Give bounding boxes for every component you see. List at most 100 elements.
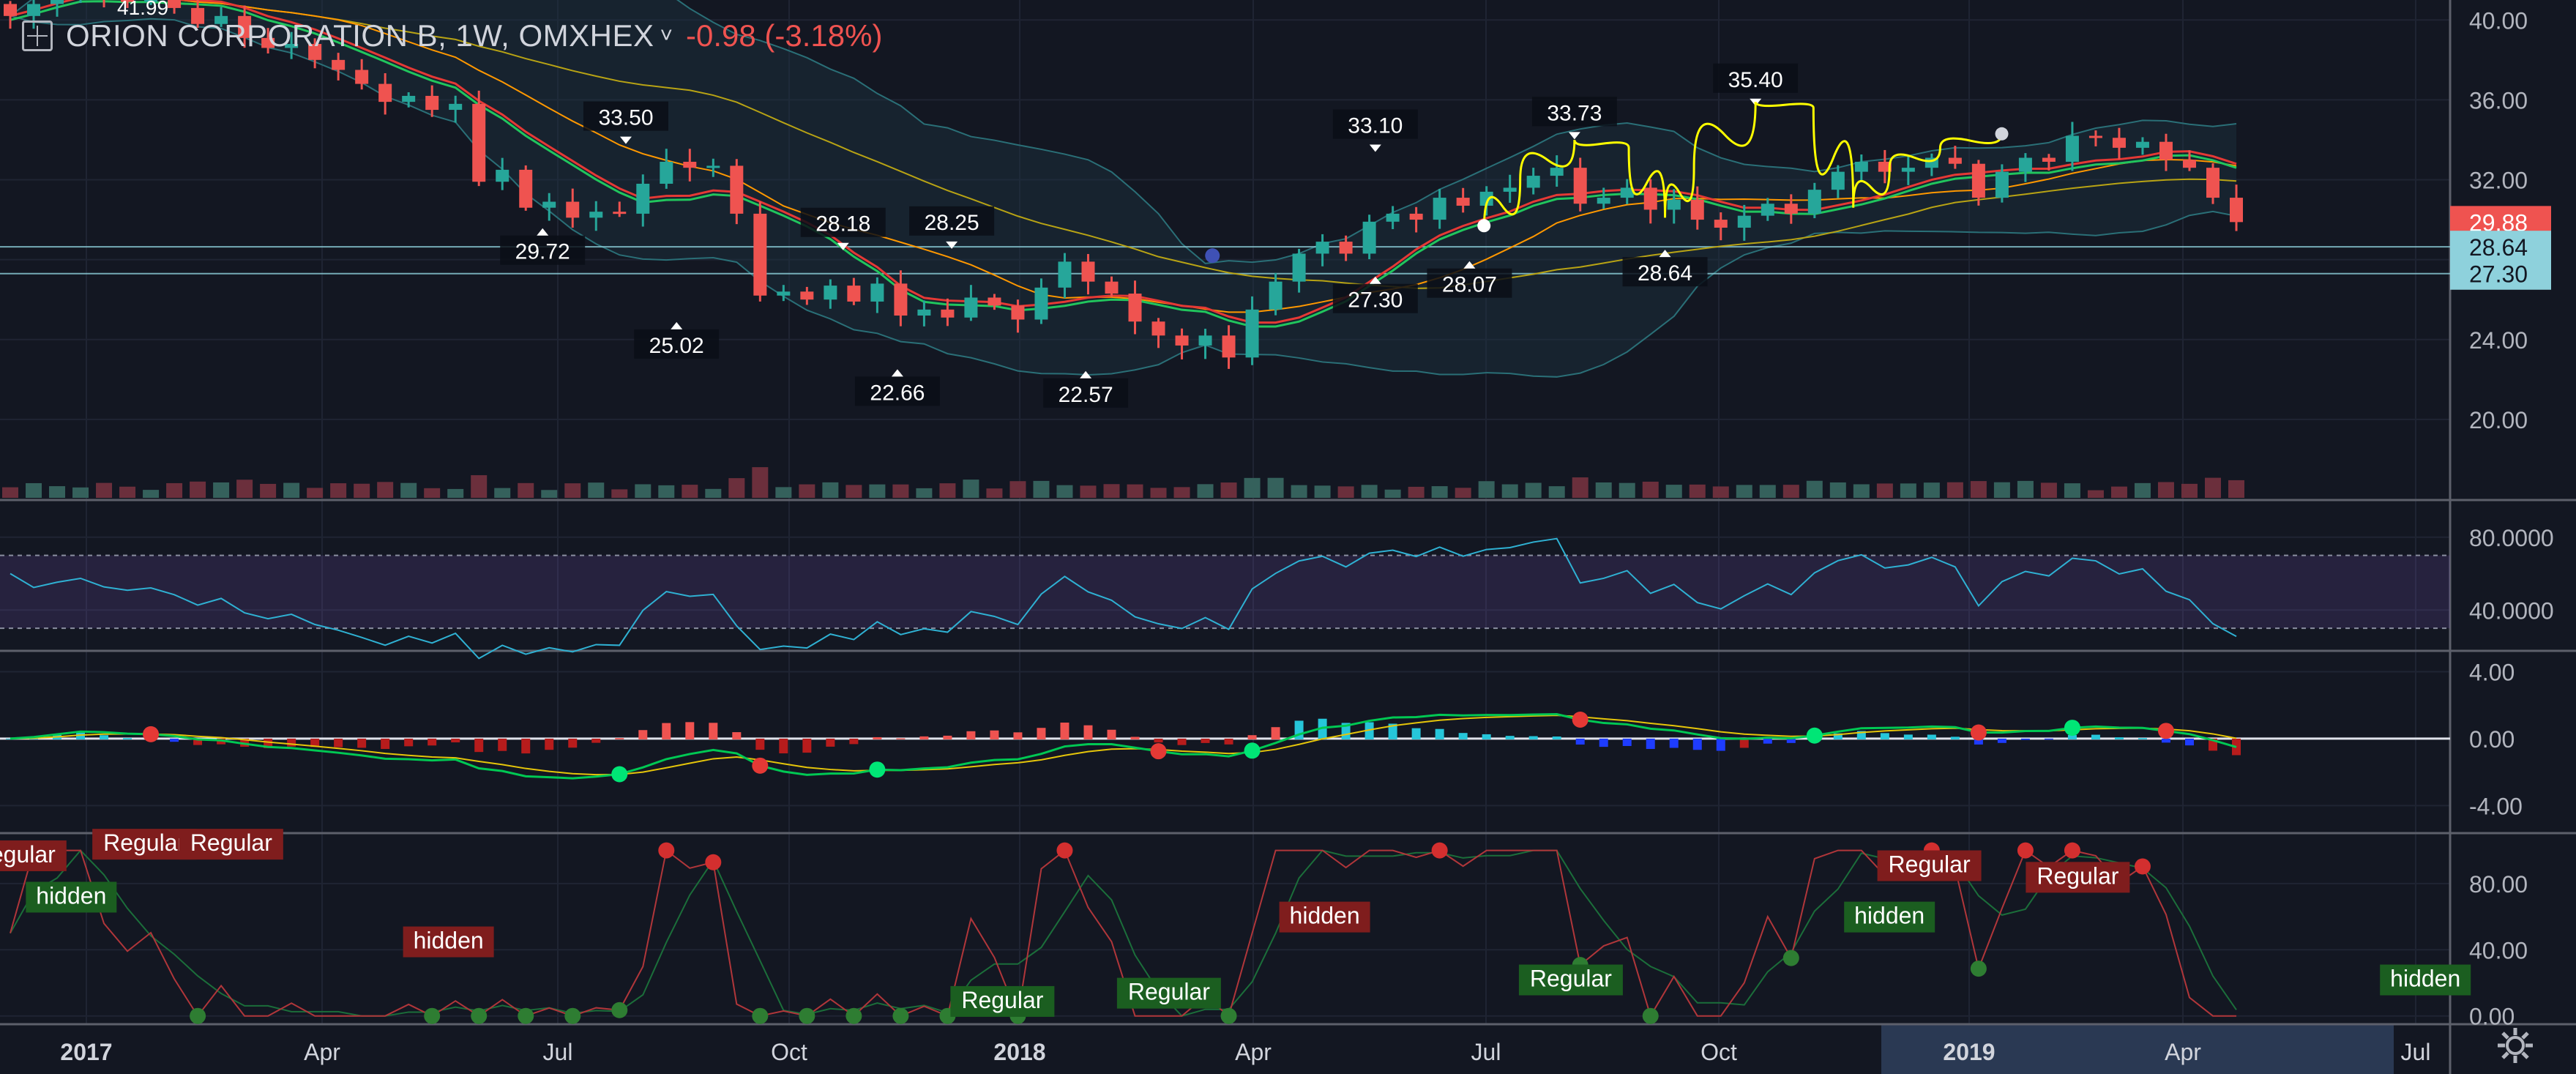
volume-bar (26, 482, 42, 498)
candle-body (1058, 261, 1072, 288)
stoch-peak-dot (2134, 858, 2151, 875)
macd-histogram-bar (1201, 738, 1210, 743)
time-axis-tick: Jul (543, 1039, 573, 1065)
macd-cross-dot (1806, 727, 1823, 744)
macd-histogram-bar (802, 738, 812, 753)
stoch-trough-dot (845, 1007, 862, 1024)
annotation-anchor-end (1995, 127, 2009, 141)
divergence-label-text: hidden (36, 882, 106, 909)
time-axis-tick: 2018 (993, 1039, 1045, 1065)
sma-red (10, 0, 2237, 324)
candle-body (1643, 187, 1657, 210)
volume-bar (1173, 487, 1190, 498)
candle-body (51, 0, 64, 4)
volume-bar (1197, 484, 1214, 498)
gear-icon[interactable] (2495, 1025, 2536, 1066)
rsi-band (0, 555, 2450, 629)
high-low-label-bg (1713, 63, 1799, 93)
candle-body (730, 165, 744, 214)
candle-body (1128, 294, 1142, 322)
volume-bar (2040, 482, 2057, 498)
divergence-label: hidden (403, 926, 494, 958)
candle-body (425, 95, 439, 111)
volume-bar (1431, 486, 1448, 498)
high-low-label-bg (854, 376, 940, 406)
volume-bar (1829, 482, 1846, 498)
macd-histogram-bar (1599, 738, 1608, 747)
time-axis-tick: Jul (2401, 1039, 2431, 1065)
divergence-label: Regular (92, 829, 197, 860)
candle-body (1737, 215, 1751, 228)
macd-cross-dot (869, 761, 886, 778)
volume-bar (1314, 485, 1331, 498)
volume-bar (400, 482, 417, 498)
stoch-trough-dot (471, 1007, 488, 1024)
volume-bar (1337, 486, 1354, 498)
macd-histogram-bar (474, 738, 484, 753)
divergence-label-text: Regular (1889, 851, 1971, 878)
macd-histogram-bar (1107, 729, 1116, 739)
volume-bar (1595, 482, 1612, 498)
divergence-label: hidden (26, 881, 117, 913)
volume-bar (963, 480, 979, 498)
high-low-label-bg (800, 207, 886, 237)
divergence-label-text: Regular (103, 829, 185, 856)
macd-histogram-bar (1880, 733, 1889, 739)
candle-body (542, 201, 556, 208)
price-tag: 28.64 (2469, 234, 2528, 261)
candle-body (449, 103, 463, 111)
candle-body (191, 7, 205, 24)
candle-body (2088, 135, 2102, 138)
divergence-label-bg (950, 985, 1055, 1017)
candle-body (1409, 213, 1423, 220)
volume-bar (1150, 488, 1167, 498)
high-low-label: 22.66 (870, 381, 925, 405)
candle-body (1034, 287, 1048, 320)
candle-body (355, 70, 369, 84)
macd-histogram-bar (1388, 723, 1397, 739)
macd-histogram-bar (1622, 738, 1632, 746)
candle-body (941, 309, 955, 318)
candle-body (1901, 168, 1915, 172)
crosshair-icon[interactable] (22, 20, 53, 51)
high-low-label: 25.02 (649, 334, 704, 358)
marker-dot (1205, 248, 1220, 264)
high-low-label: 28.07 (1442, 273, 1497, 297)
volume-bar (1993, 482, 2010, 498)
volume-bar (1619, 482, 1635, 498)
candle-body (1854, 161, 1868, 172)
volume-bar (307, 488, 324, 498)
candle-body (683, 161, 697, 168)
macd-histogram-bar (1177, 738, 1187, 745)
high-low-label: 22.57 (1059, 383, 1113, 407)
macd-histogram-bar (1013, 732, 1023, 739)
symbol-title[interactable]: ORION CORPORATION B, 1W, OMXHEX (66, 18, 654, 53)
candle-body (1386, 213, 1400, 222)
chevron-down-icon[interactable]: ˅ (660, 23, 673, 48)
candle-body (168, 0, 182, 8)
stoch-axis-tick: 80.00 (2469, 871, 2528, 898)
high-low-label-bg (583, 101, 668, 131)
candle-body (1573, 168, 1587, 204)
candle-body (2065, 135, 2079, 162)
high-low-label-bg (1043, 378, 1129, 408)
high-low-label: 33.73 (1547, 101, 1602, 125)
macd-cross-dot (1572, 711, 1588, 728)
volume-bar (1080, 485, 1097, 498)
volume-bar (1853, 484, 1870, 498)
volume-bar (143, 490, 160, 498)
candle-body (2042, 157, 2056, 162)
price-axis-tick: 32.00 (2469, 168, 2528, 194)
volume-bar (775, 487, 792, 498)
candle-body (332, 59, 346, 70)
candle-body (1315, 242, 1329, 254)
high-low-label: 29.72 (515, 240, 570, 264)
high-low-label-bg (1427, 268, 1512, 298)
annotation-anchor-start (1477, 219, 1491, 233)
volume-bar (611, 489, 628, 498)
volume-bar (845, 485, 862, 498)
volume-bar (892, 484, 909, 498)
macd-histogram-bar (1364, 722, 1374, 739)
stoch-peak-dot (2064, 842, 2080, 859)
